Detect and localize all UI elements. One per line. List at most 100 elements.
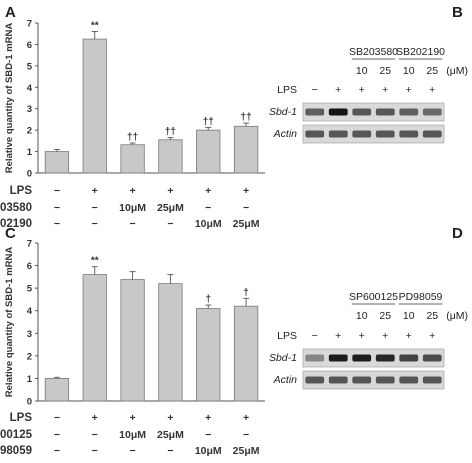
- y-tick-label: 2: [27, 126, 32, 137]
- gel-band: [422, 376, 442, 384]
- condition-cell: −: [54, 185, 60, 197]
- condition-cell: +: [243, 412, 249, 424]
- condition-cell: −: [92, 202, 98, 214]
- gel-band: [375, 354, 395, 362]
- gel-band: [328, 130, 348, 138]
- significance-mark: ††: [127, 132, 138, 143]
- condition-cell: 10μM: [119, 429, 146, 441]
- condition-cell: −: [54, 412, 60, 424]
- lps-cell: +: [406, 330, 412, 342]
- condition-cell: +: [130, 412, 136, 424]
- panel-letter-a: A: [5, 4, 16, 21]
- significance-mark: **: [91, 256, 99, 267]
- condition-cell: +: [130, 185, 136, 197]
- bar: [44, 151, 70, 174]
- condition-row-label: SP600125: [0, 429, 33, 441]
- condition-cell: +: [243, 185, 249, 197]
- y-axis-label: Relative quantity of SBD-1 mRNA: [4, 23, 15, 174]
- bar: [158, 139, 183, 174]
- lps-cell: +: [382, 330, 388, 342]
- band-label: Sbd-1: [269, 352, 297, 364]
- gel-band: [422, 354, 442, 362]
- significance-mark: †: [243, 287, 249, 298]
- significance-mark: †: [205, 294, 211, 305]
- condition-cell: −: [130, 445, 136, 457]
- lps-cell: +: [429, 84, 435, 96]
- bar: [158, 283, 183, 402]
- lps-cell: +: [335, 84, 341, 96]
- bar: [233, 305, 259, 402]
- concentration-label: 25: [379, 65, 391, 77]
- lps-label: LPS: [277, 330, 297, 342]
- band-label: Sbd-1: [269, 106, 297, 118]
- lps-cell: +: [406, 84, 412, 96]
- condition-row-label: SB202190: [0, 218, 32, 230]
- bar: [196, 129, 221, 174]
- y-tick-label: 3: [27, 104, 32, 115]
- condition-cell: −: [205, 429, 211, 441]
- gel-band: [305, 354, 325, 362]
- gel-band: [352, 130, 372, 138]
- band-label: Actin: [273, 374, 298, 386]
- condition-cell: −: [54, 218, 60, 230]
- y-tick-label: 4: [27, 83, 33, 94]
- condition-cell: 25μM: [233, 445, 260, 457]
- condition-cell: −: [54, 445, 60, 457]
- gel-panel-d: D SP600125 PD98059 10 25 10 25 (μM) LPS − + + + + + Sbd…: [269, 225, 468, 390]
- condition-cell: 25μM: [233, 218, 260, 230]
- y-tick-label: 2: [27, 351, 32, 362]
- bar: [44, 378, 70, 402]
- bar: [82, 38, 107, 174]
- gel-band: [422, 108, 442, 116]
- concentration-label: 10: [356, 310, 368, 322]
- unit-label: (μM): [446, 65, 468, 77]
- concentration-label: 25: [426, 310, 438, 322]
- condition-row-label: PD98059: [0, 445, 32, 457]
- bar: [120, 279, 145, 402]
- lps-cell: +: [335, 330, 341, 342]
- gel-band: [352, 354, 372, 362]
- condition-row-label: LPS: [10, 412, 33, 424]
- concentration-label: 10: [403, 310, 415, 322]
- gel-strip: [302, 370, 445, 390]
- gel-band: [352, 108, 372, 116]
- gel-band: [328, 354, 348, 362]
- lps-cell: −: [312, 84, 318, 96]
- condition-cell: +: [167, 185, 173, 197]
- y-tick-label: 3: [27, 329, 32, 340]
- lps-cell: −: [312, 330, 318, 342]
- y-tick-label: 0: [27, 397, 32, 408]
- gel-band: [305, 130, 325, 138]
- condition-cell: +: [205, 412, 211, 424]
- lps-cell: +: [429, 330, 435, 342]
- gel-band: [352, 376, 372, 384]
- concentration-label: 25: [426, 65, 438, 77]
- gel-band: [305, 376, 325, 384]
- concentration-label: 25: [379, 310, 391, 322]
- significance-mark: ††: [165, 127, 176, 138]
- bar: [196, 308, 221, 402]
- gel-band: [399, 130, 419, 138]
- y-axis-label: Relative quantity of SBD-1 mRNA: [4, 247, 15, 398]
- concentration-label: 10: [356, 65, 368, 77]
- unit-label: (μM): [446, 310, 468, 322]
- condition-cell: −: [92, 429, 98, 441]
- condition-row-label: SB203580: [0, 202, 32, 214]
- y-tick-label: 7: [27, 19, 32, 30]
- y-tick-label: 4: [27, 306, 33, 317]
- gel-band: [399, 354, 419, 362]
- bar-chart-c: C 0 1 2 3 4 5 6 7 Relative quantity of SBD-1 mRNA…: [0, 225, 265, 457]
- condition-cell: −: [167, 445, 173, 457]
- gel-band: [422, 130, 442, 138]
- inhibitor-label: SB203580: [349, 46, 398, 58]
- gel-band: [375, 130, 395, 138]
- condition-cell: 10μM: [119, 202, 146, 214]
- gel-band: [375, 376, 395, 384]
- condition-cell: −: [130, 218, 136, 230]
- concentration-label: 10: [403, 65, 415, 77]
- y-tick-label: 1: [27, 147, 33, 158]
- inhibitor-label: SB202190: [396, 46, 445, 58]
- significance-mark: ††: [241, 112, 252, 123]
- bar: [120, 144, 145, 174]
